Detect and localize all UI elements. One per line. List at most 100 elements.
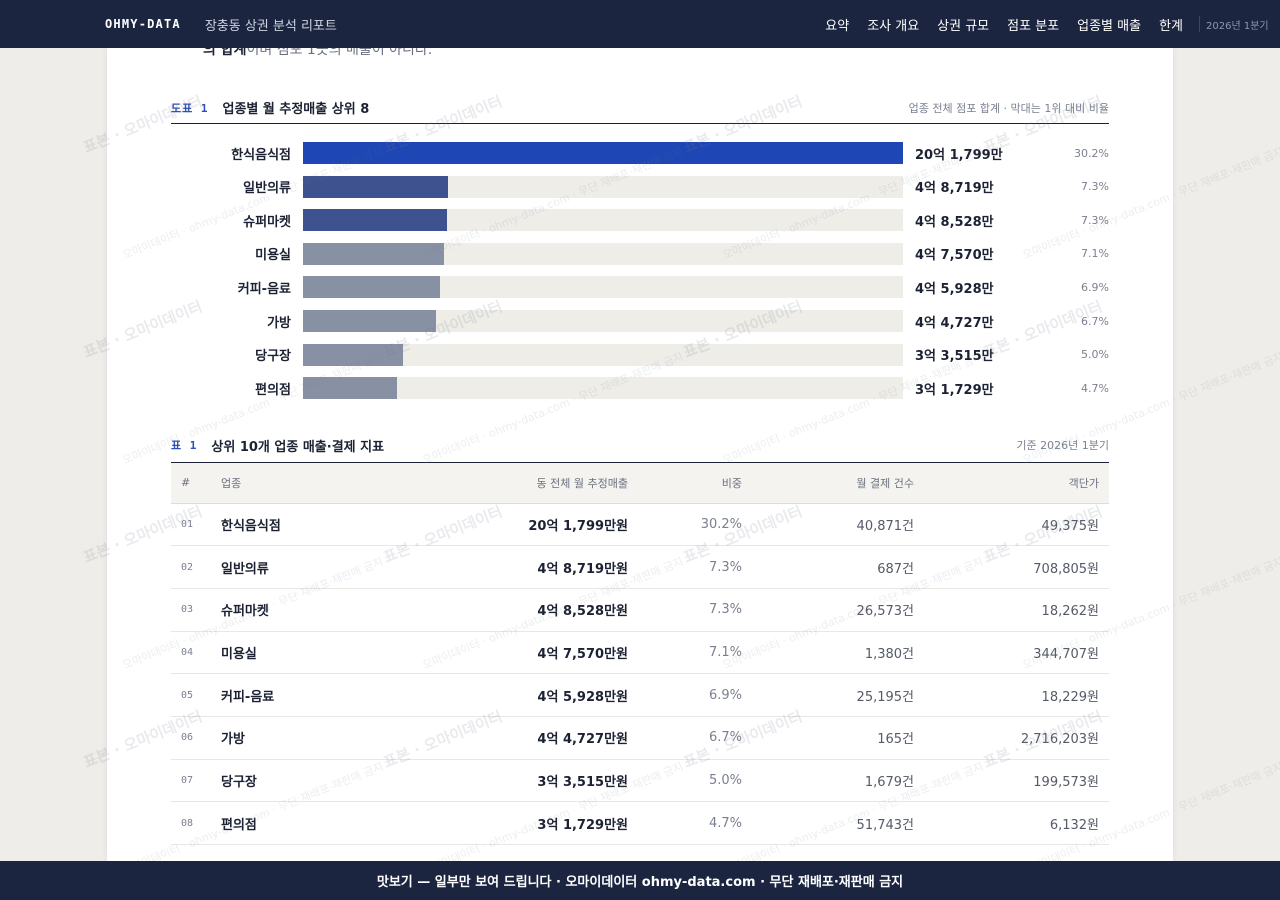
nav-divider	[1199, 16, 1200, 32]
cell-rank: 07	[171, 759, 221, 802]
bar-row: 미용실 4억 7,570만 7.1%	[171, 243, 1109, 265]
cell-rank: 05	[171, 674, 221, 717]
table-body: 01 한식음식점 20억 1,799만원 30.2% 40,871건 49,375원 02 일…	[171, 503, 1109, 845]
bar-value-label: 3억 1,729만	[903, 379, 1023, 398]
table-row: 01 한식음식점 20억 1,799만원 30.2% 40,871건 49,375원	[171, 503, 1109, 546]
bar-track	[303, 243, 903, 265]
nav-item-summary[interactable]: 요약	[825, 15, 849, 34]
cell-rank: 03	[171, 588, 221, 631]
bar-row: 당구장 3억 3,515만 5.0%	[171, 344, 1109, 366]
cell-transactions: 40,871건	[742, 503, 914, 546]
nav-item-overview[interactable]: 조사 개요	[867, 15, 919, 34]
bar	[303, 377, 397, 399]
cell-avg-ticket: 2,716,203원	[914, 716, 1109, 759]
cell-rank: 04	[171, 631, 221, 674]
cell-industry: 커피-음료	[221, 674, 381, 717]
cell-avg-ticket: 18,229원	[914, 674, 1109, 717]
col-avg-ticket: 객단가	[914, 463, 1109, 503]
bar-value-label: 3억 3,515만	[903, 345, 1023, 364]
col-industry: 업종	[221, 463, 381, 503]
nav-item-store-distribution[interactable]: 점포 분포	[1007, 15, 1059, 34]
table-number: 표 1	[171, 437, 197, 453]
bar-track	[303, 276, 903, 298]
table-row: 07 당구장 3억 3,515만원 5.0% 1,679건 199,573원	[171, 759, 1109, 802]
cell-industry: 미용실	[221, 631, 381, 674]
bar-track	[303, 142, 903, 164]
col-share: 비중	[628, 463, 742, 503]
bar-category-label: 커피-음료	[171, 278, 303, 297]
report-page: 의 합계이며 점포 1곳의 매출이 아니다. 도표 1 업종별 월 추정매출 상…	[107, 48, 1173, 861]
cell-share: 6.9%	[628, 674, 742, 717]
cell-monthly-sales: 4억 8,528만원	[381, 588, 628, 631]
bar-share-label: 6.7%	[1023, 315, 1109, 328]
figure-title: 업종별 월 추정매출 상위 8	[223, 98, 370, 117]
bar-track	[303, 176, 903, 198]
bar-track	[303, 209, 903, 231]
bar-share-label: 6.9%	[1023, 281, 1109, 294]
bar-share-label: 7.3%	[1023, 180, 1109, 193]
bar-value-label: 4억 4,727만	[903, 312, 1023, 331]
bar-row: 일반의류 4억 8,719만 7.3%	[171, 176, 1109, 198]
cell-industry: 가방	[221, 716, 381, 759]
bar	[303, 344, 403, 366]
report-title: 장충동 상권 분석 리포트	[205, 15, 337, 34]
cell-share: 7.1%	[628, 631, 742, 674]
industry-metrics-table: # 업종 동 전체 월 추정매출 비중 월 결제 건수 객단가 01 한식음식점 2…	[171, 463, 1109, 845]
cell-monthly-sales: 4억 5,928만원	[381, 674, 628, 717]
cell-monthly-sales: 3억 1,729만원	[381, 802, 628, 845]
bar-row: 한식음식점 20억 1,799만 30.2%	[171, 142, 1109, 164]
figure-note: 업종 전체 점포 합계 · 막대는 1위 대비 비율	[909, 100, 1109, 116]
table-title: 상위 10개 업종 매출·결제 지표	[211, 436, 384, 455]
bar-category-label: 미용실	[171, 244, 303, 263]
figure-header: 도표 1 업종별 월 추정매출 상위 8 업종 전체 점포 합계 · 막대는 1…	[171, 92, 1109, 124]
cell-transactions: 165건	[742, 716, 914, 759]
cell-monthly-sales: 3억 3,515만원	[381, 759, 628, 802]
cell-transactions: 26,573건	[742, 588, 914, 631]
table-row: 03 슈퍼마켓 4억 8,528만원 7.3% 26,573건 18,262원	[171, 588, 1109, 631]
bar-category-label: 편의점	[171, 379, 303, 398]
cell-share: 7.3%	[628, 546, 742, 589]
preview-footer-banner: 맛보기 — 일부만 보여 드립니다 · 오마이데이터 ohmy-data.com…	[0, 861, 1280, 900]
nav-item-market-size[interactable]: 상권 규모	[937, 15, 989, 34]
bar-track	[303, 344, 903, 366]
section-nav: 요약 조사 개요 상권 규모 점포 분포 업종별 매출 한계	[825, 15, 1183, 34]
bar-value-label: 4억 5,928만	[903, 278, 1023, 297]
cell-rank: 01	[171, 503, 221, 546]
cell-share: 30.2%	[628, 503, 742, 546]
bar-share-label: 4.7%	[1023, 382, 1109, 395]
bar-row: 편의점 3억 1,729만 4.7%	[171, 377, 1109, 399]
cell-rank: 02	[171, 546, 221, 589]
bar-category-label: 일반의류	[171, 177, 303, 196]
cell-monthly-sales: 4억 7,570만원	[381, 631, 628, 674]
cell-avg-ticket: 49,375원	[914, 503, 1109, 546]
bar	[303, 243, 444, 265]
period-label: 2026년 1분기	[1206, 17, 1280, 32]
cell-monthly-sales: 4억 8,719만원	[381, 546, 628, 589]
bar-category-label: 가방	[171, 312, 303, 331]
cell-transactions: 51,743건	[742, 802, 914, 845]
cell-industry: 한식음식점	[221, 503, 381, 546]
body-text-fragment: 의 합계이며 점포 1곳의 매출이 아니다.	[203, 48, 432, 59]
cell-monthly-sales: 4억 4,727만원	[381, 716, 628, 759]
bar-row: 커피-음료 4억 5,928만 6.9%	[171, 276, 1109, 298]
bar	[303, 209, 447, 231]
cell-share: 7.3%	[628, 588, 742, 631]
bar-track	[303, 377, 903, 399]
col-transactions: 월 결제 건수	[742, 463, 914, 503]
cell-monthly-sales: 20억 1,799만원	[381, 503, 628, 546]
cell-avg-ticket: 6,132원	[914, 802, 1109, 845]
bar-share-label: 30.2%	[1023, 147, 1109, 160]
table-note: 기준 2026년 1분기	[1016, 437, 1109, 453]
figure-number: 도표 1	[171, 100, 209, 116]
bar-value-label: 20억 1,799만	[903, 144, 1023, 163]
bar	[303, 276, 440, 298]
brand-logo[interactable]: OHMY-DATA	[105, 17, 181, 31]
cell-avg-ticket: 18,262원	[914, 588, 1109, 631]
nav-item-limitations[interactable]: 한계	[1159, 15, 1183, 34]
bar-row: 슈퍼마켓 4억 8,528만 7.3%	[171, 209, 1109, 231]
cell-industry: 일반의류	[221, 546, 381, 589]
table-header-row: # 업종 동 전체 월 추정매출 비중 월 결제 건수 객단가	[171, 463, 1109, 503]
table-row: 04 미용실 4억 7,570만원 7.1% 1,380건 344,707원	[171, 631, 1109, 674]
nav-item-sales-by-industry[interactable]: 업종별 매출	[1077, 15, 1141, 34]
bar	[303, 142, 903, 164]
